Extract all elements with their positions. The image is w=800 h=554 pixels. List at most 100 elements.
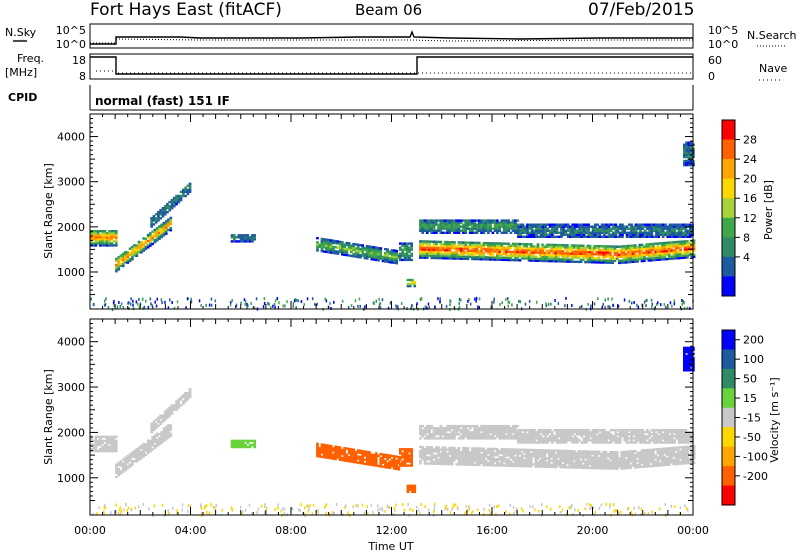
echo-cell <box>575 441 579 444</box>
echo-cell <box>511 221 515 224</box>
echo-cell <box>381 461 385 464</box>
echo-cell <box>591 233 595 236</box>
echo-cell <box>457 455 461 458</box>
echo-cell <box>631 460 635 463</box>
echo-cell <box>170 408 174 411</box>
echo-cell <box>640 247 644 251</box>
scatter-cell <box>240 301 242 305</box>
echo-cell <box>536 251 540 254</box>
echo-cell <box>589 439 593 442</box>
scatter-cell <box>381 298 384 302</box>
echo-cell <box>591 250 594 254</box>
echo-cell <box>563 246 567 249</box>
echo-cell <box>588 458 592 461</box>
echo-cell <box>548 223 552 226</box>
echo-cell <box>603 233 606 236</box>
echo-cell <box>517 433 520 436</box>
echo-cell <box>514 433 517 436</box>
echo-cell <box>444 462 447 466</box>
echo-cell <box>529 251 533 254</box>
echo-cell <box>332 247 335 251</box>
echo-cell <box>502 231 506 234</box>
echo-cell <box>459 251 463 254</box>
echo-cell <box>611 259 614 262</box>
echo-cell <box>679 244 682 247</box>
echo-cell <box>446 433 449 436</box>
echo-cell <box>108 240 111 243</box>
echo-cell <box>421 445 425 449</box>
echo-cell <box>526 229 529 232</box>
echo-cell <box>473 451 477 454</box>
echo-cell <box>162 429 166 432</box>
echo-cell <box>539 461 542 464</box>
echo-cell <box>537 225 541 228</box>
echo-cell <box>446 454 449 458</box>
echo-cell <box>634 464 637 467</box>
echo-cell <box>598 233 602 236</box>
echo-cell <box>377 454 380 457</box>
echo-cell <box>500 437 504 440</box>
echo-cell <box>631 250 635 253</box>
echo-cell <box>600 223 604 226</box>
echo-cell <box>115 475 118 479</box>
echo-cell <box>155 239 159 242</box>
freq-line <box>90 56 693 75</box>
echo-cell <box>115 257 118 261</box>
echo-cell <box>251 236 254 239</box>
echo-cell <box>543 465 547 468</box>
echo-cell <box>611 457 614 460</box>
echo-cell <box>689 161 693 165</box>
echo-cell <box>511 223 515 226</box>
echo-cell <box>631 254 635 257</box>
date-label: 07/Feb/2015 <box>588 0 695 20</box>
echo-cell <box>491 231 495 234</box>
echo-cell <box>108 435 111 438</box>
echo-cell <box>648 225 651 228</box>
echo-cell <box>168 408 172 411</box>
echo-cell <box>462 449 465 452</box>
echo-cell <box>598 433 602 436</box>
echo-cell <box>622 458 626 462</box>
echo-cell <box>164 425 168 429</box>
echo-cell <box>155 438 159 442</box>
echo-cell <box>99 236 102 239</box>
echo-cell <box>645 453 648 456</box>
echo-cell <box>405 452 409 455</box>
echo-cell <box>468 437 472 440</box>
echo-cell <box>509 431 513 434</box>
echo-cell <box>579 460 583 463</box>
echo-cell <box>679 233 683 236</box>
echo-cell <box>105 240 109 243</box>
echo-cell <box>482 219 486 222</box>
echo-cell <box>441 460 445 464</box>
echo-cell <box>643 437 647 440</box>
echo-cell <box>525 465 529 468</box>
echo-cell <box>338 454 342 457</box>
echo-cell <box>681 454 685 457</box>
echo-cell <box>615 463 619 466</box>
echo-cell <box>332 239 335 242</box>
scatter-cell <box>536 300 538 304</box>
echo-cell <box>596 223 599 226</box>
echo-cell <box>468 241 472 244</box>
echo-cell <box>672 454 676 458</box>
echo-cell <box>595 244 599 248</box>
echo-cell <box>423 254 427 257</box>
echo-cell <box>126 465 130 468</box>
echo-cell <box>688 254 691 257</box>
echo-cell <box>455 427 458 430</box>
echo-cell <box>589 431 593 434</box>
echo-cell <box>428 248 431 251</box>
echo-cell <box>575 250 578 253</box>
echo-cell <box>390 257 394 260</box>
echo-cell <box>468 231 472 234</box>
echo-cell <box>473 219 477 222</box>
echo-cell <box>163 207 167 210</box>
echo-cell <box>363 450 367 453</box>
nsky-line <box>90 30 693 45</box>
echo-cell <box>597 253 601 256</box>
echo-cell <box>421 256 425 259</box>
echo-cell <box>146 449 150 453</box>
echo-cell <box>521 229 525 232</box>
scatter-cell <box>190 300 193 304</box>
